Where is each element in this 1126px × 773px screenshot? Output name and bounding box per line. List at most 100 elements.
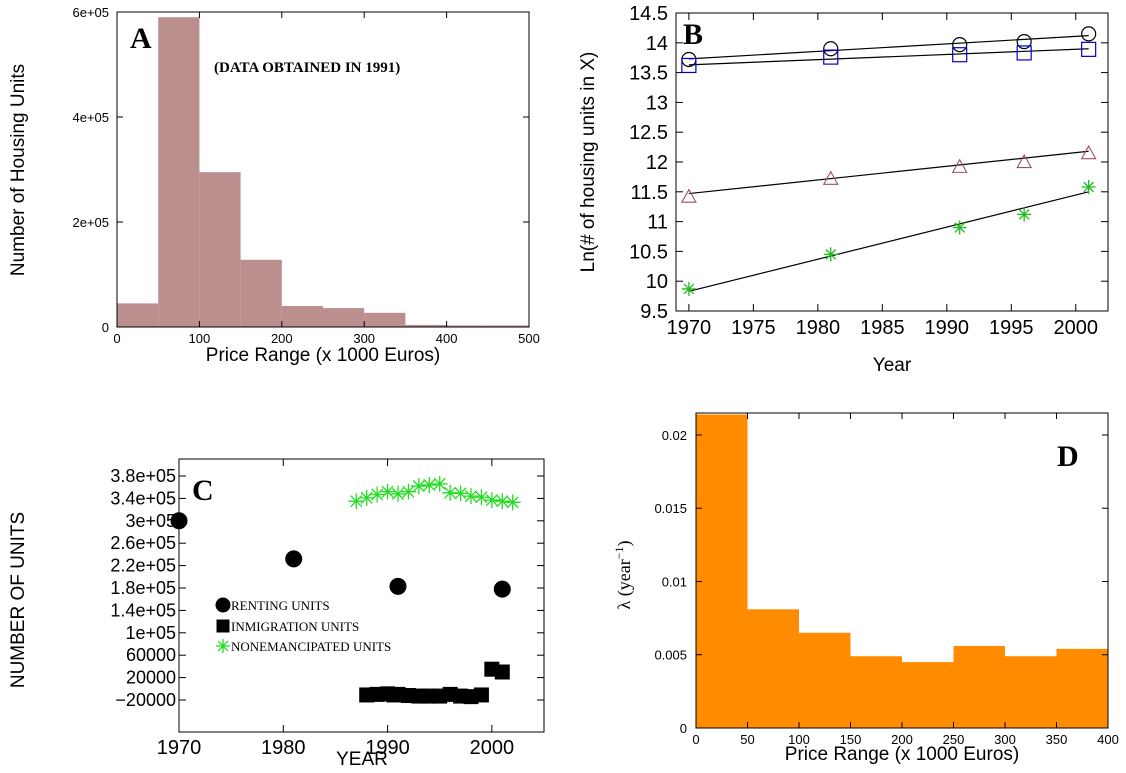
panel-b-label: B: [683, 18, 703, 51]
panel-a-ticks: 0 100 200 300 400 500 0 2e+05 4e+05 6e+05: [72, 5, 539, 346]
panel-c-point: [348, 493, 365, 510]
panel-c-ylabel: NUMBER OF UNITS: [8, 512, 29, 688]
panel-b-point-square: [823, 49, 839, 65]
panel-a-xtick-label: 100: [189, 331, 211, 346]
panel-a-ytick-label: 0: [102, 320, 109, 335]
panel-b-point-square: [681, 57, 697, 74]
panel-a-bar: [158, 17, 200, 327]
panel-c-ytick-label: −20000: [115, 690, 176, 710]
panel-d-ytick-label: 0.015: [654, 501, 687, 516]
panel-a-bar: [117, 303, 159, 327]
panel-b-xtick-label: 1980: [796, 317, 841, 339]
panel-b-point-triangle: [1016, 153, 1033, 169]
panel-b-ytick-label: 13: [646, 92, 668, 114]
panel-b-point-circle: [1016, 34, 1032, 50]
panel-b-ytick-label: 13.5: [629, 63, 668, 85]
panel-d-ytick-label: 0.005: [654, 648, 687, 663]
panel-b-fit-line: [688, 48, 1089, 66]
panel-b-point-circle: [952, 36, 968, 53]
panel-b-point-star: [823, 247, 838, 262]
panel-c-legend-label: NONEMANCIPATED UNITS: [231, 639, 391, 654]
panel-c-xtick-label: 1990: [365, 737, 410, 759]
panel-c-ytick-label: 3e+05: [125, 511, 176, 531]
panel-b-ytick-label: 14.5: [629, 3, 668, 25]
panel-d-ticks: 0 50 100 150 200 250 300 350 400 0 0.005 0.01 0.015 0…: [654, 413, 1119, 747]
panel-a-ytick-label: 4e+05: [72, 110, 109, 125]
panel-a-label: A: [130, 22, 152, 55]
panel-c-legend-marker: [216, 639, 230, 653]
panel-b-point-triangle: [951, 158, 968, 173]
panel-c-point: [442, 484, 459, 501]
panel-c-point: [170, 512, 188, 530]
panel-d: 0 50 100 150 200 250 300 350 400 0 0.005 0.01 0.015 0…: [612, 412, 1119, 765]
panel-b-ytick-label: 12.5: [629, 122, 668, 144]
panel-a-bar: [323, 308, 365, 327]
panel-b-ylabel: Ln(# of housing units in X): [578, 52, 599, 273]
panel-b-point-star: [1081, 180, 1096, 195]
panel-d-ylabel-exponent: −1: [612, 547, 626, 560]
panel-b-point-square: [1081, 41, 1097, 57]
panel-c-ytick-label: 1.8e+05: [110, 578, 176, 598]
panel-c-legend: RENTING UNITS INMIGRATION UNITS NONEMANCIP…: [215, 597, 391, 654]
panel-d-bar: [1056, 648, 1108, 728]
panel-c-point: [463, 488, 479, 505]
panel-b-ytick-label: 10.5: [629, 241, 668, 263]
panel-c-ytick-label: 3.4e+05: [110, 488, 176, 508]
panel-c-point: [452, 485, 469, 502]
panel-b-xtick-label: 2000: [1054, 317, 1099, 339]
panel-d-ylabel: λ (year−1): [612, 541, 635, 610]
panel-a-xlabel: Price Range (x 1000 Euros): [206, 345, 440, 366]
panel-b-ytick-label: 9.5: [640, 301, 668, 323]
panel-a-bar: [405, 324, 447, 327]
panel-c-point: [379, 483, 396, 500]
panel-d-xtick-label: 50: [740, 732, 754, 747]
panel-c-point: [390, 485, 406, 502]
panel-b-xtick-label: 1985: [860, 317, 905, 339]
panel-d-ytick-label: 0: [680, 721, 687, 736]
panel-a-bar: [487, 325, 529, 327]
panel-b-point-circle: [823, 41, 839, 57]
panel-d-ylabel-text: λ (year: [614, 559, 635, 609]
panel-a-xtick-label: 300: [353, 331, 375, 346]
panel-b-fit-line: [688, 150, 1089, 195]
panel-c-point: [494, 664, 510, 680]
panel-b-point-star: [681, 281, 696, 296]
panel-d-xtick-label: 0: [692, 732, 699, 747]
panel-c-legend-marker: [216, 619, 230, 633]
panel-b-point-triangle: [1080, 144, 1097, 160]
panel-a-bar: [281, 306, 323, 327]
panel-a-xtick-label: 400: [436, 331, 458, 346]
panel-d-bar: [1005, 656, 1057, 728]
panel-c-point: [473, 687, 489, 703]
panel-c-xtick-label: 2000: [470, 737, 515, 759]
panel-a-ylabel: Number of Housing Units: [8, 64, 29, 276]
panel-d-xtick-label: 200: [891, 732, 913, 747]
panel-c-ytick-label: 1e+05: [125, 623, 176, 643]
panel-d-bar: [696, 414, 748, 728]
panel-b-ytick-label: 10: [646, 271, 668, 293]
panel-c-point: [400, 483, 417, 500]
panel-b-xtick-label: 1975: [731, 317, 776, 339]
panel-b-ytick-label: 12: [646, 152, 668, 174]
panel-d-xtick-label: 350: [1046, 732, 1068, 747]
panel-b-point-square: [1016, 45, 1032, 61]
panel-b-point-square: [952, 47, 968, 63]
panel-a-bar: [199, 172, 241, 327]
panel-b-point-star: [1017, 207, 1032, 222]
panel-a-annotation: (DATA OBTAINED IN 1991): [214, 60, 400, 76]
panel-c-point: [389, 577, 407, 595]
panel-b: 1970 1975 1980 1985 1990 1995 2000 9.5 10 10.5 11 1…: [578, 3, 1109, 376]
panel-c-frame: [178, 458, 545, 733]
panel-a-frame: [116, 11, 530, 328]
panel-b-ytick-label: 11: [647, 212, 668, 234]
panel-b-point-triangle: [680, 188, 697, 203]
panel-b-point-star: [952, 220, 967, 235]
panel-b-xtick-label: 1990: [925, 317, 970, 339]
panel-a-xtick-label: 500: [518, 331, 540, 346]
panel-a-bars: [117, 17, 529, 327]
panel-d-xtick-label: 400: [1097, 732, 1119, 747]
panel-c-xtick-label: 1980: [261, 737, 306, 759]
panel-d-bar: [902, 662, 954, 728]
